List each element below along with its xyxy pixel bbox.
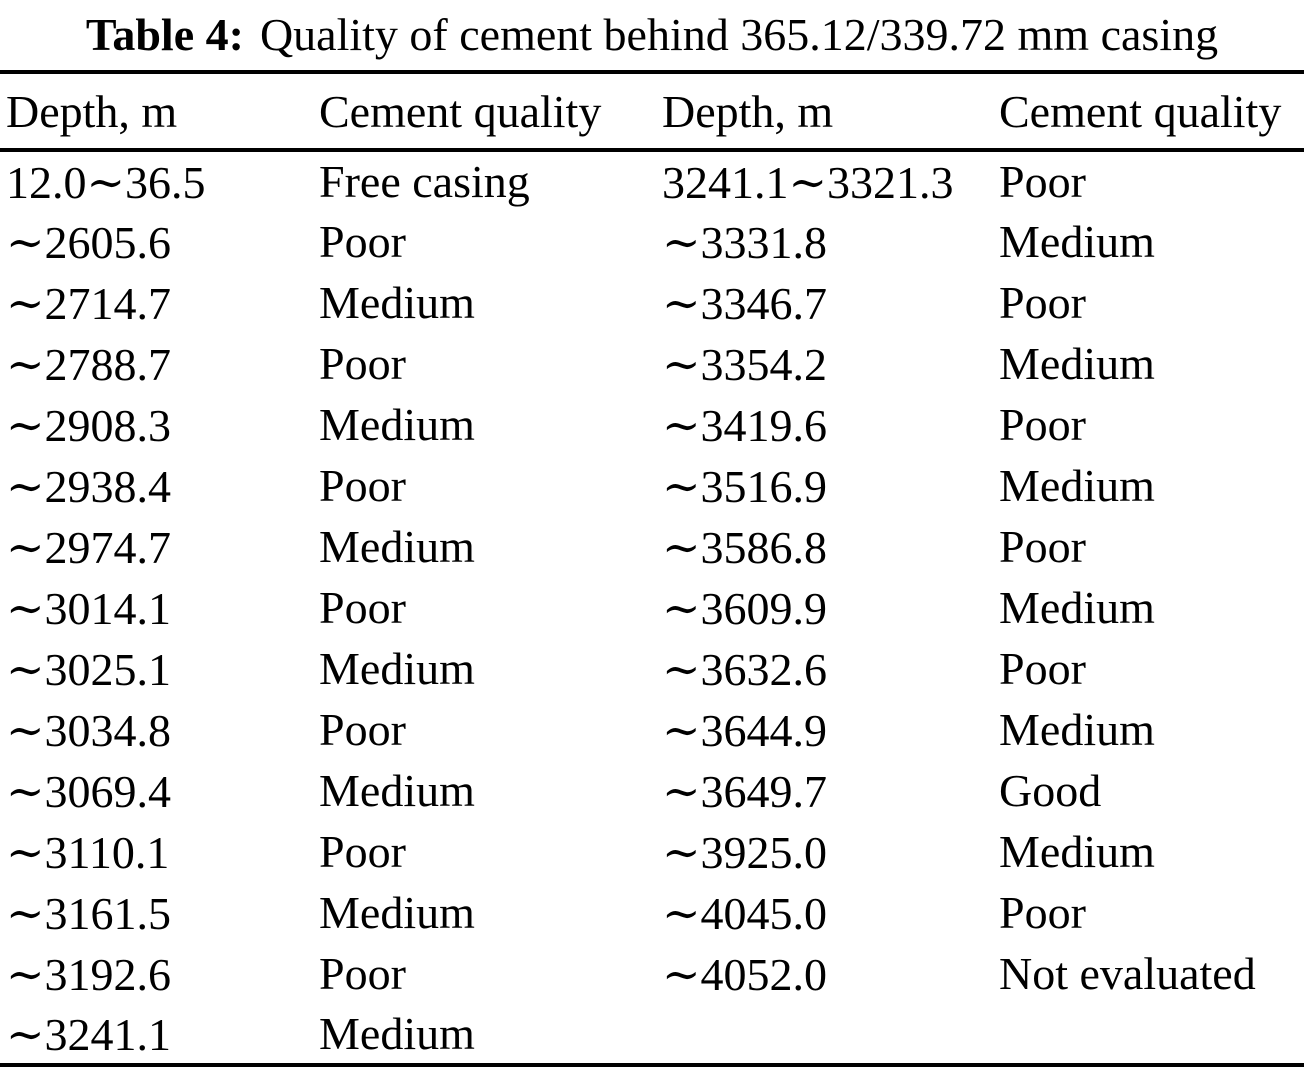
depth-cell-right: ∼3925.0 (662, 826, 828, 878)
depth-cell-left: ∼3241.1 (6, 1008, 172, 1060)
quality-cell-right: Not evaluated (999, 948, 1256, 999)
table-caption: Table 4: Quality of cement behind 365.12/… (0, 0, 1304, 70)
table-row: ∼3110.1 Poor ∼3925.0 Medium (0, 821, 1304, 882)
depth-cell-left: ∼3192.6 (6, 948, 172, 1000)
depth-cell-left: ∼2714.7 (6, 277, 172, 329)
table-header: Depth, m Cement quality Depth, m Cement … (0, 72, 1304, 150)
quality-cell-right: Medium (999, 826, 1155, 877)
quality-cell-right: Poor (999, 156, 1086, 207)
table-row: ∼3192.6 Poor ∼4052.0 Not evaluated (0, 943, 1304, 1004)
table-row: ∼3069.4 Medium ∼3649.7 Good (0, 760, 1304, 821)
depth-cell-right: ∼3632.6 (662, 643, 828, 695)
quality-cell-left: Medium (319, 399, 475, 450)
table-row: ∼2974.7 Medium ∼3586.8 Poor (0, 516, 1304, 577)
table-row: ∼2938.4 Poor ∼3516.9 Medium (0, 455, 1304, 516)
quality-cell-right: Poor (999, 643, 1086, 694)
table-body: 12.0∼36.5 Free casing 3241.1∼3321.3 Poor… (0, 150, 1304, 1065)
depth-cell-left: ∼3034.8 (6, 704, 172, 756)
table-row: ∼3014.1 Poor ∼3609.9 Medium (0, 577, 1304, 638)
quality-cell-left: Medium (319, 765, 475, 816)
quality-cell-left: Poor (319, 582, 406, 633)
quality-cell-right: Medium (999, 704, 1155, 755)
depth-cell-right: ∼3644.9 (662, 704, 828, 756)
depth-cell-right: ∼3331.8 (662, 216, 828, 268)
quality-cell-right: Good (999, 765, 1102, 816)
depth-cell-right (662, 1004, 999, 1065)
depth-cell-right: ∼4045.0 (662, 887, 828, 939)
depth-cell-right: ∼3649.7 (662, 765, 828, 817)
table-row: ∼2605.6 Poor ∼3331.8 Medium (0, 211, 1304, 272)
quality-cell-left: Poor (319, 460, 406, 511)
header-row: Depth, m Cement quality Depth, m Cement … (0, 72, 1304, 150)
table-row: ∼2714.7 Medium ∼3346.7 Poor (0, 272, 1304, 333)
cement-quality-table: Depth, m Cement quality Depth, m Cement … (0, 70, 1304, 1067)
depth-cell-right: 3241.1∼3321.3 (662, 156, 954, 208)
quality-cell-right: Poor (999, 277, 1086, 328)
quality-cell-left: Medium (319, 643, 475, 694)
depth-cell-left: ∼3161.5 (6, 887, 172, 939)
quality-cell-left: Medium (319, 1008, 475, 1059)
depth-cell-right: ∼4052.0 (662, 948, 828, 1000)
column-header-depth-right: Depth, m (662, 85, 834, 137)
column-header-quality-right: Cement quality (999, 85, 1282, 137)
table-row: ∼2788.7 Poor ∼3354.2 Medium (0, 333, 1304, 394)
table-row: ∼3025.1 Medium ∼3632.6 Poor (0, 638, 1304, 699)
depth-cell-left: ∼2908.3 (6, 399, 172, 451)
quality-cell-right: Poor (999, 399, 1086, 450)
depth-cell-left: ∼2974.7 (6, 521, 172, 573)
quality-cell-left: Poor (319, 704, 406, 755)
depth-cell-left: 12.0∼36.5 (6, 156, 206, 208)
quality-cell-left: Poor (319, 216, 406, 267)
table-caption-label: Table 4: (85, 9, 244, 60)
table-caption-text: Quality of cement behind 365.12/339.72 m… (259, 9, 1219, 60)
depth-cell-left: ∼3014.1 (6, 582, 172, 634)
quality-cell-left: Medium (319, 521, 475, 572)
depth-cell-right: ∼3586.8 (662, 521, 828, 573)
quality-cell-right: Medium (999, 582, 1155, 633)
depth-cell-right: ∼3419.6 (662, 399, 828, 451)
depth-cell-right: ∼3354.2 (662, 338, 828, 390)
depth-cell-right: ∼3516.9 (662, 460, 828, 512)
table-row: 12.0∼36.5 Free casing 3241.1∼3321.3 Poor (0, 150, 1304, 211)
table-row: ∼3161.5 Medium ∼4045.0 Poor (0, 882, 1304, 943)
depth-cell-left: ∼2938.4 (6, 460, 172, 512)
table-row: ∼2908.3 Medium ∼3419.6 Poor (0, 394, 1304, 455)
quality-cell-right: Poor (999, 887, 1086, 938)
quality-cell-left: Poor (319, 826, 406, 877)
quality-cell-left: Poor (319, 338, 406, 389)
column-header-depth-left: Depth, m (6, 85, 178, 137)
depth-cell-right: ∼3609.9 (662, 582, 828, 634)
quality-cell-left: Free casing (319, 156, 530, 207)
quality-cell-right: Medium (999, 338, 1155, 389)
table-row: ∼3034.8 Poor ∼3644.9 Medium (0, 699, 1304, 760)
quality-cell-right (999, 1004, 1304, 1065)
depth-cell-left: ∼3110.1 (6, 826, 170, 878)
table-row: ∼3241.1 Medium (0, 1004, 1304, 1065)
depth-cell-right: ∼3346.7 (662, 277, 828, 329)
depth-cell-left: ∼3069.4 (6, 765, 172, 817)
quality-cell-right: Medium (999, 216, 1155, 267)
depth-cell-left: ∼2788.7 (6, 338, 172, 390)
quality-cell-left: Medium (319, 887, 475, 938)
quality-cell-right: Medium (999, 460, 1155, 511)
depth-cell-left: ∼3025.1 (6, 643, 172, 695)
quality-cell-left: Poor (319, 948, 406, 999)
quality-cell-left: Medium (319, 277, 475, 328)
column-header-quality-left: Cement quality (319, 85, 602, 137)
depth-cell-left: ∼2605.6 (6, 216, 172, 268)
quality-cell-right: Poor (999, 521, 1086, 572)
